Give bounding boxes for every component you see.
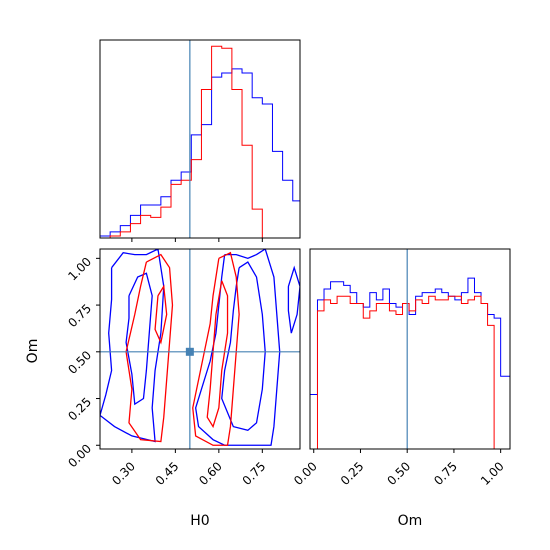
x-tick-label-Om-3: 0.75	[431, 459, 460, 488]
h0-hist-series-1	[100, 45, 300, 239]
x-tick-label-Om-0: 0.00	[291, 459, 320, 488]
y-tick-label-Om-1: 0.25	[65, 395, 94, 424]
contour-0	[100, 249, 165, 443]
contour-7	[192, 251, 240, 446]
contour-8	[206, 280, 229, 429]
joint-contour-panel: 0.30 0.45 0.60 0.75 0.00 0.25 0.50 0.75 1.00	[65, 248, 301, 488]
x-tick-label-H0-1: 0.45	[153, 459, 182, 488]
h0-marginal-panel	[99, 39, 301, 242]
om-hist-series-1	[310, 295, 510, 450]
om-marginal-panel: 0.00 0.25 0.50 0.75 1.00	[291, 248, 511, 488]
x-axis-label-om: Om	[398, 513, 423, 529]
y-tick-label-Om-0: 0.00	[65, 441, 94, 470]
om-hist-series-0	[309, 277, 511, 449]
x-tick-label-H0-0: 0.30	[109, 459, 138, 488]
contour-1	[125, 272, 153, 406]
x-tick-label-Om-2: 0.50	[385, 459, 414, 488]
y-tick-label-Om-4: 1.00	[65, 255, 94, 284]
joint-contours	[100, 249, 300, 446]
x-tick-label-H0-2: 0.60	[196, 459, 225, 488]
x-tick-label-Om-4: 1.00	[478, 459, 507, 488]
contour-5	[125, 253, 174, 443]
joint-truth-marker	[185, 347, 194, 356]
h0-hist-series-0	[99, 68, 301, 238]
h0-hist-frame	[99, 39, 301, 239]
y-tick-label-Om-2: 0.50	[65, 348, 94, 377]
contour-3	[221, 261, 266, 432]
x-tick-label-Om-1: 0.25	[338, 459, 367, 488]
x-tick-label-H0-3: 0.75	[240, 459, 269, 488]
y-axis-label-om: Om	[25, 339, 41, 364]
joint-frame	[99, 248, 301, 450]
om-hist-frame	[309, 248, 511, 450]
contour-4	[287, 265, 300, 334]
contour-6	[154, 284, 168, 345]
x-axis-label-h0: H0	[190, 513, 209, 529]
y-tick-label-Om-3: 0.75	[65, 301, 94, 330]
